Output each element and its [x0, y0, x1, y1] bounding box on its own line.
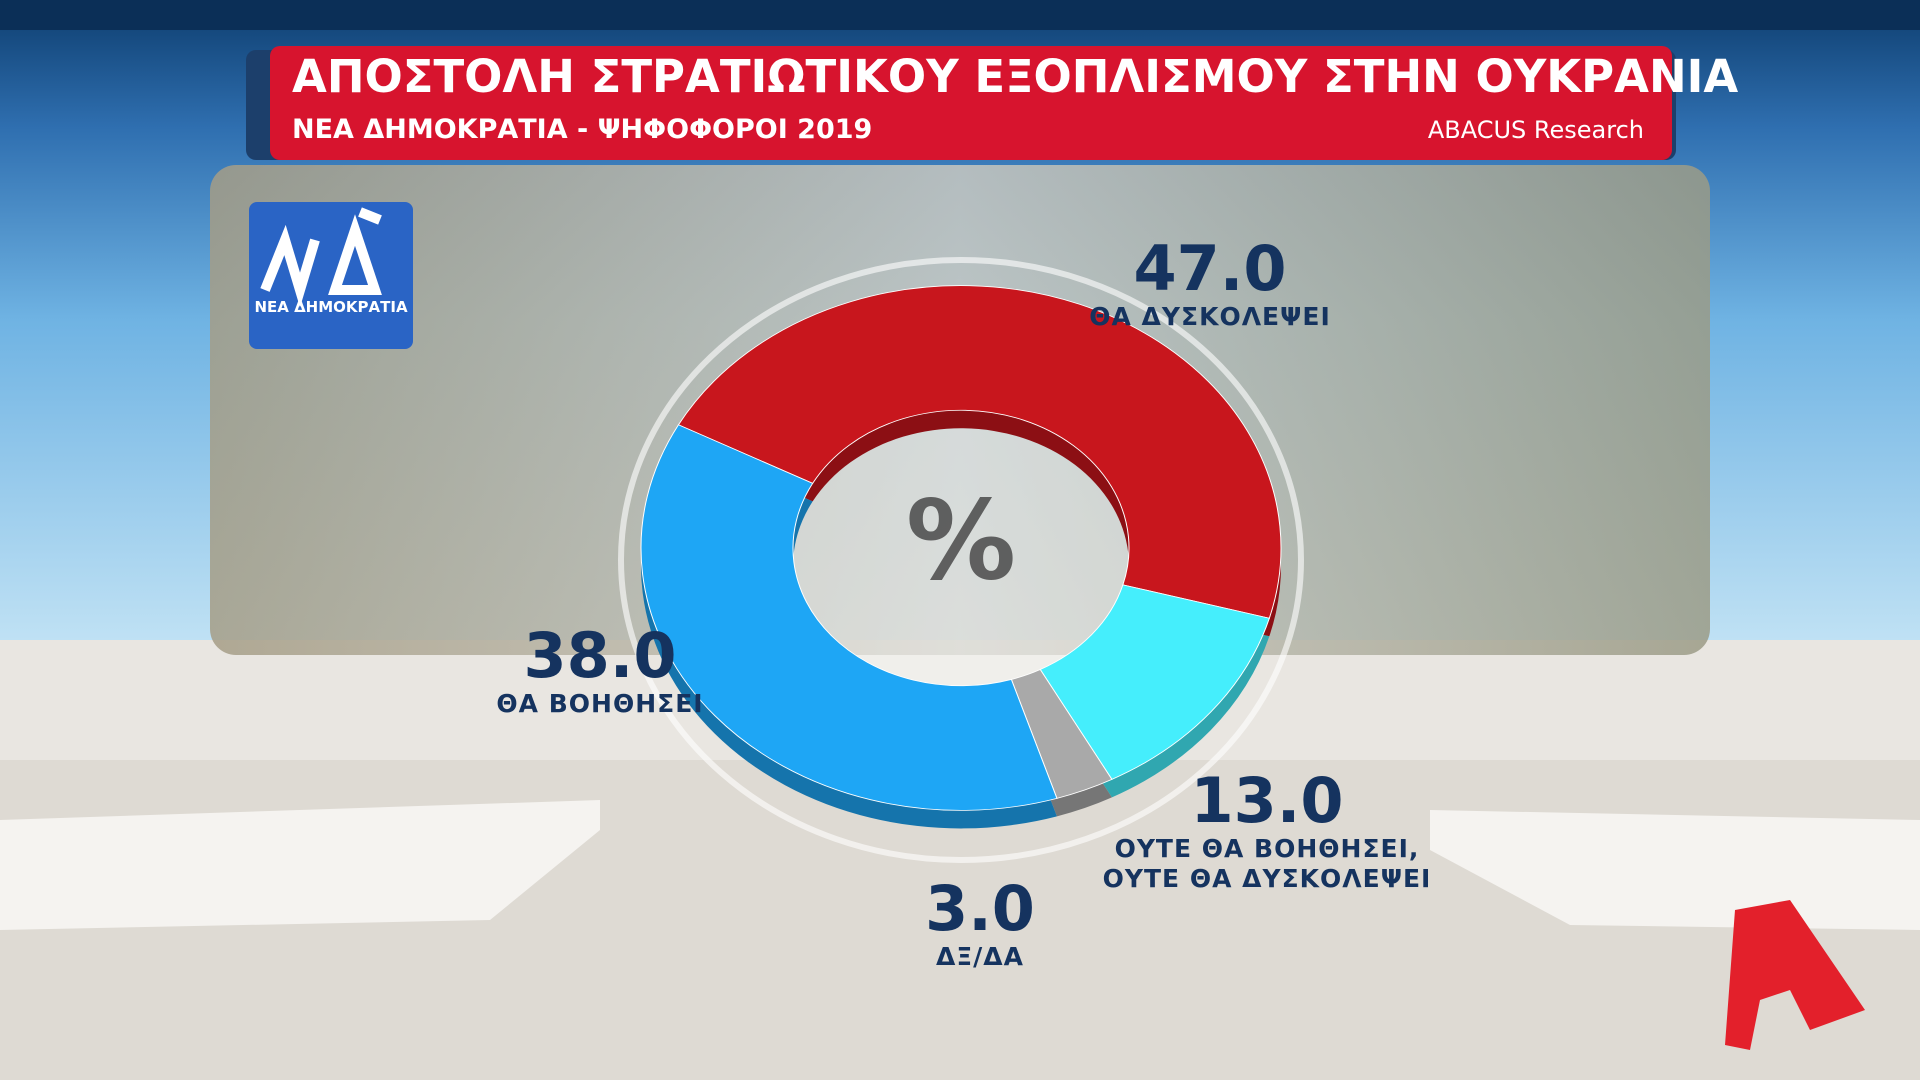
category-label: ΘΑ ΔΥΣΚΟΛΕΨΕΙ — [1089, 302, 1331, 331]
value-label: 47.0 — [1133, 232, 1287, 305]
value-label: 13.0 — [1190, 764, 1344, 837]
logo-mark — [260, 207, 382, 308]
logo-text: ΝΕΑ ΔΗΜΟΚΡΑΤΙΑ — [254, 298, 408, 316]
logo — [249, 202, 413, 349]
value-label: 3.0 — [925, 872, 1035, 945]
value-label: 38.0 — [523, 619, 677, 692]
title-banner — [270, 46, 1672, 160]
center-disc — [793, 410, 1129, 686]
halo — [618, 257, 1304, 863]
donut — [640, 285, 1282, 829]
source: ABACUS Research — [1428, 116, 1644, 144]
category-label: ΟΥΤΕ ΘΑ ΒΟΗΘΗΣΕΙ, ΟΥΤΕ ΘΑ ΔΥΣΚΟΛΕΨΕΙ — [1102, 834, 1432, 893]
center-label: % — [906, 476, 1016, 604]
channel-logo — [1725, 900, 1865, 1050]
chart-title: ΑΠΟΣΤΟΛΗ ΣΤΡΑΤΙΩΤΙΚΟΥ ΕΞΟΠΛΙΣΜΟΥ ΣΤΗΝ ΟΥ… — [292, 50, 1738, 103]
segment — [677, 285, 1282, 619]
chart-subtitle: ΝΕΑ ΔΗΜΟΚΡΑΤΙΑ - ΨΗΦΟΦΟΡΟΙ 2019 — [292, 114, 872, 145]
floor-panel — [0, 800, 600, 930]
segment — [640, 424, 1058, 811]
category-label: ΘΑ ΒΟΗΘΗΣΕΙ — [496, 689, 704, 718]
floor-panel — [1430, 810, 1920, 930]
segment — [1039, 584, 1270, 780]
category-label: ΔΞ/ΔΑ — [936, 942, 1024, 971]
background — [0, 0, 1920, 30]
